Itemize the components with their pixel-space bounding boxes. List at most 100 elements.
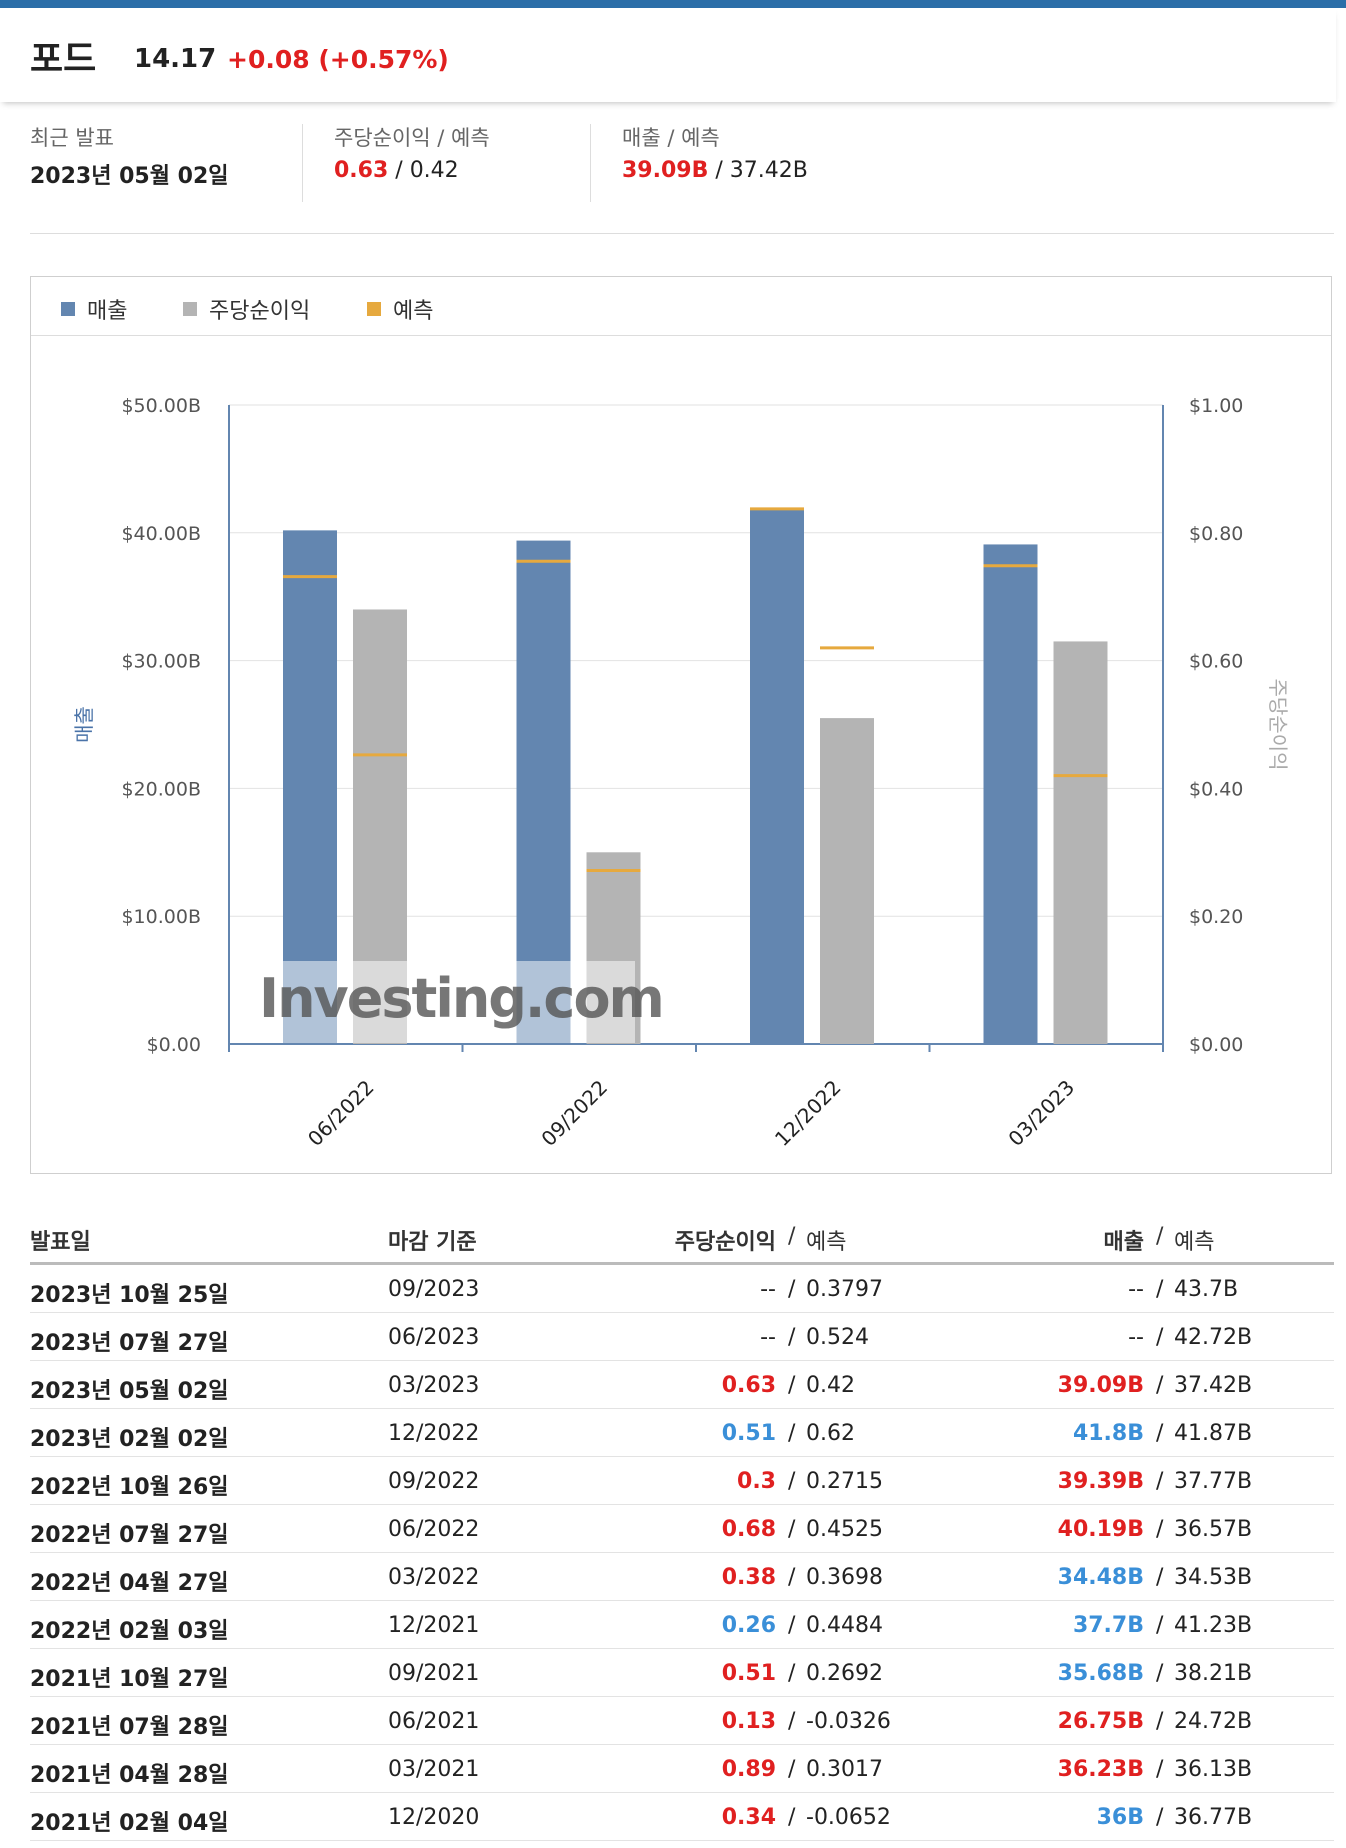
row-eps-forecast: 0.524 — [806, 1325, 869, 1350]
y-tick-right: $0.00 — [1189, 1034, 1243, 1056]
table-row: 2023년 05월 02일 03/2023 0.63 / 0.42 39.09B / 37.4… — [30, 1361, 1334, 1409]
bar-revenue — [750, 509, 804, 1044]
summary-rev-label: 매출 / 예측 — [622, 126, 720, 150]
table-row: 2022년 04월 27일 03/2022 0.38 / 0.3698 34.48B / 34… — [30, 1553, 1334, 1601]
row-sep: / — [1156, 1325, 1164, 1350]
legend-item-revenue[interactable]: 매출 — [61, 293, 127, 325]
row-rev-forecast: 34.53B — [1174, 1565, 1253, 1590]
chart-plot: $0.00 $10.00B $20.00B $30.00B $40.00B $50.00B… — [72, 395, 1290, 1151]
row-period: 06/2023 — [388, 1325, 480, 1350]
row-revenue: -- — [1128, 1277, 1144, 1302]
summary-recent-value: 2023년 05월 02일 — [30, 164, 229, 189]
y-axis-title-right: 주당순이익 — [1266, 679, 1290, 771]
x-tick-label: 09/2022 — [536, 1075, 612, 1151]
row-eps: 0.51 — [721, 1421, 776, 1446]
row-sep: / — [788, 1421, 796, 1446]
row-sep: / — [788, 1613, 796, 1638]
col-header-eps-forecast[interactable]: 예측 — [806, 1230, 847, 1255]
bar-eps — [820, 718, 874, 1044]
row-date: 2021년 10월 27일 — [30, 1667, 229, 1692]
row-sep: / — [1156, 1277, 1164, 1302]
row-eps-forecast: 0.2692 — [806, 1661, 883, 1686]
row-revenue: 26.75B — [1057, 1709, 1144, 1734]
col-header-period[interactable]: 마감 기준 — [388, 1230, 477, 1255]
row-eps: 0.3 — [737, 1469, 776, 1494]
summary-eps-forecast: 0.42 — [409, 158, 459, 183]
row-period: 03/2023 — [388, 1373, 480, 1398]
row-revenue: 40.19B — [1057, 1517, 1144, 1542]
row-revenue: 39.09B — [1057, 1373, 1144, 1398]
legend-swatch-revenue — [61, 302, 75, 316]
summary-eps: 주당순이익 / 예측 0.63 / 0.42 — [334, 122, 490, 202]
row-rev-forecast: 43.7B — [1174, 1277, 1239, 1302]
legend-item-eps[interactable]: 주당순이익 — [183, 293, 310, 325]
col-header-eps[interactable]: 주당순이익 — [674, 1230, 776, 1255]
summary-recent: 최근 발표 2023년 05월 02일 — [30, 122, 229, 202]
row-eps-forecast: 0.42 — [806, 1373, 855, 1398]
row-eps-forecast: -0.0652 — [806, 1805, 891, 1830]
row-eps: 0.51 — [721, 1661, 776, 1686]
row-eps: 0.68 — [721, 1517, 776, 1542]
row-date: 2023년 05월 02일 — [30, 1379, 229, 1404]
row-sep: / — [788, 1709, 796, 1734]
row-eps-forecast: 0.3017 — [806, 1757, 883, 1782]
summary-rev-actual: 39.09B — [622, 158, 709, 183]
y-tick-left: $10.00B — [121, 906, 201, 928]
row-sep: / — [788, 1805, 796, 1830]
y-tick-left: $30.00B — [121, 651, 201, 673]
y-tick-left: $20.00B — [121, 778, 201, 800]
row-sep: / — [788, 1517, 796, 1542]
row-revenue: 41.8B — [1072, 1421, 1144, 1446]
table-row: 2021년 10월 27일 09/2021 0.51 / 0.2692 35.68B / 38… — [30, 1649, 1334, 1697]
col-header-sep: / — [788, 1224, 796, 1249]
y-tick-right: $1.00 — [1189, 395, 1243, 417]
row-period: 09/2022 — [388, 1469, 480, 1494]
row-rev-forecast: 36.57B — [1174, 1517, 1253, 1542]
legend-label-revenue: 매출 — [87, 299, 128, 324]
row-eps-forecast: 0.4525 — [806, 1517, 883, 1542]
row-sep: / — [1156, 1517, 1164, 1542]
row-revenue: -- — [1128, 1325, 1144, 1350]
legend-label-eps: 주당순이익 — [209, 299, 311, 324]
col-header-revenue[interactable]: 매출 — [1103, 1230, 1144, 1255]
row-eps: 0.89 — [721, 1757, 776, 1782]
row-rev-forecast: 38.21B — [1174, 1661, 1253, 1686]
table-row: 2022년 02월 03일 12/2021 0.26 / 0.4484 37.7B / 41.… — [30, 1601, 1334, 1649]
row-sep: / — [1156, 1661, 1164, 1686]
y-tick-left: $40.00B — [121, 523, 201, 545]
row-eps: 0.63 — [721, 1373, 776, 1398]
row-date: 2023년 02월 02일 — [30, 1427, 229, 1452]
table-row: 2021년 02월 04일 12/2020 0.34 / -0.0652 36B / 36.7… — [30, 1793, 1334, 1841]
col-header-rev-forecast[interactable]: 예측 — [1174, 1230, 1215, 1255]
row-date: 2023년 07월 27일 — [30, 1331, 229, 1356]
table-row: 2023년 02월 02일 12/2022 0.51 / 0.62 41.8B / 41.87… — [30, 1409, 1334, 1457]
y-tick-right: $0.60 — [1189, 651, 1243, 673]
row-date: 2022년 02월 03일 — [30, 1619, 229, 1644]
row-date: 2023년 10월 25일 — [30, 1283, 229, 1308]
row-revenue: 39.39B — [1057, 1469, 1144, 1494]
table-row: 2021년 07월 28일 06/2021 0.13 / -0.0326 26.75B / 2… — [30, 1697, 1334, 1745]
earnings-table: 발표일 마감 기준 주당순이익 / 예측 매출 / 예측 2023년 10월 2… — [30, 1210, 1334, 1841]
legend-item-forecast[interactable]: 예측 — [367, 293, 433, 325]
table-row: 2022년 07월 27일 06/2022 0.68 / 0.4525 40.19B / 36… — [30, 1505, 1334, 1553]
row-sep: / — [1156, 1373, 1164, 1398]
row-date: 2022년 04월 27일 — [30, 1571, 229, 1596]
row-eps: -- — [760, 1325, 776, 1350]
row-period: 12/2020 — [388, 1805, 480, 1830]
row-period: 06/2022 — [388, 1517, 480, 1542]
x-tick-label: 06/2022 — [303, 1075, 379, 1151]
summary-eps-actual: 0.63 — [334, 158, 389, 183]
row-sep: / — [1156, 1469, 1164, 1494]
row-eps-forecast: 0.62 — [806, 1421, 855, 1446]
row-revenue: 36B — [1096, 1805, 1144, 1830]
y-tick-right: $0.20 — [1189, 906, 1243, 928]
row-eps-forecast: 0.4484 — [806, 1613, 883, 1638]
y-tick-left: $50.00B — [121, 395, 201, 417]
row-rev-forecast: 36.77B — [1174, 1805, 1253, 1830]
row-rev-forecast: 37.77B — [1174, 1469, 1253, 1494]
y-tick-right: $0.40 — [1189, 778, 1243, 800]
legend-swatch-forecast — [367, 302, 381, 316]
col-header-date[interactable]: 발표일 — [30, 1230, 91, 1255]
row-sep: / — [788, 1757, 796, 1782]
row-eps-forecast: -0.0326 — [806, 1709, 891, 1734]
